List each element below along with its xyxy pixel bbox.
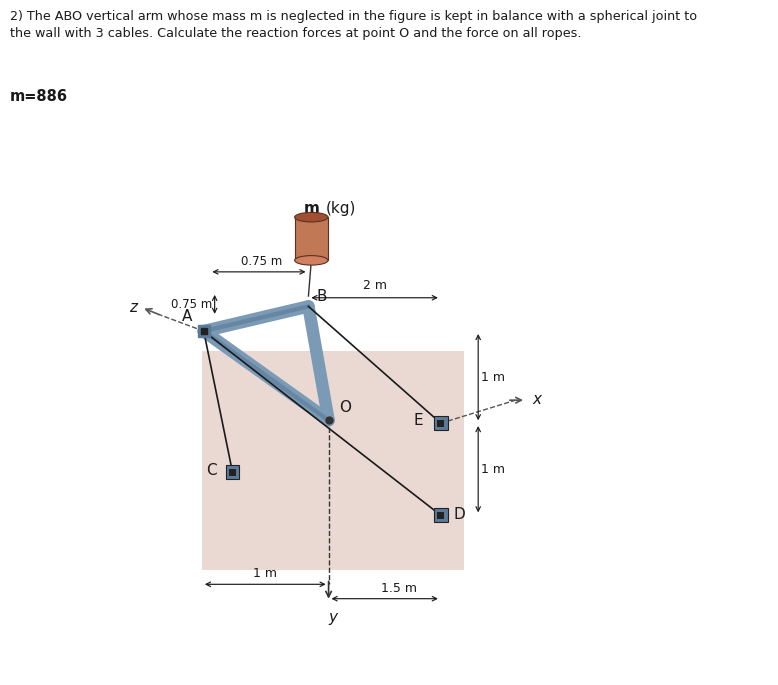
Ellipse shape bbox=[295, 256, 328, 265]
Bar bbox=[295, 217, 328, 260]
Text: 1 m: 1 m bbox=[481, 371, 505, 384]
Text: (kg): (kg) bbox=[326, 201, 356, 216]
Text: y: y bbox=[328, 610, 337, 625]
Text: B: B bbox=[317, 288, 327, 303]
Text: 1.5 m: 1.5 m bbox=[381, 582, 417, 595]
Text: 0.75 m: 0.75 m bbox=[241, 255, 282, 268]
Text: 1 m: 1 m bbox=[481, 463, 505, 475]
Text: m: m bbox=[303, 201, 319, 216]
Text: 2) The ABO vertical arm whose mass m is neglected in the figure is kept in balan: 2) The ABO vertical arm whose mass m is … bbox=[10, 10, 697, 40]
Bar bbox=[437, 420, 444, 427]
Text: m=886: m=886 bbox=[10, 89, 68, 104]
Bar bbox=[226, 465, 240, 479]
Text: 1 m: 1 m bbox=[254, 567, 277, 580]
Ellipse shape bbox=[295, 212, 328, 222]
Text: D: D bbox=[454, 507, 465, 521]
Text: x: x bbox=[533, 392, 541, 406]
Bar bbox=[434, 416, 447, 430]
Text: 2 m: 2 m bbox=[363, 279, 387, 292]
Text: C: C bbox=[205, 464, 216, 478]
Text: z: z bbox=[129, 300, 137, 315]
Polygon shape bbox=[202, 351, 464, 570]
Bar bbox=[434, 508, 447, 522]
Bar bbox=[229, 469, 236, 475]
Text: 0.75 m: 0.75 m bbox=[171, 298, 212, 311]
Text: E: E bbox=[414, 413, 423, 428]
Bar bbox=[437, 512, 444, 519]
Text: A: A bbox=[182, 309, 192, 324]
Text: O: O bbox=[339, 399, 351, 414]
